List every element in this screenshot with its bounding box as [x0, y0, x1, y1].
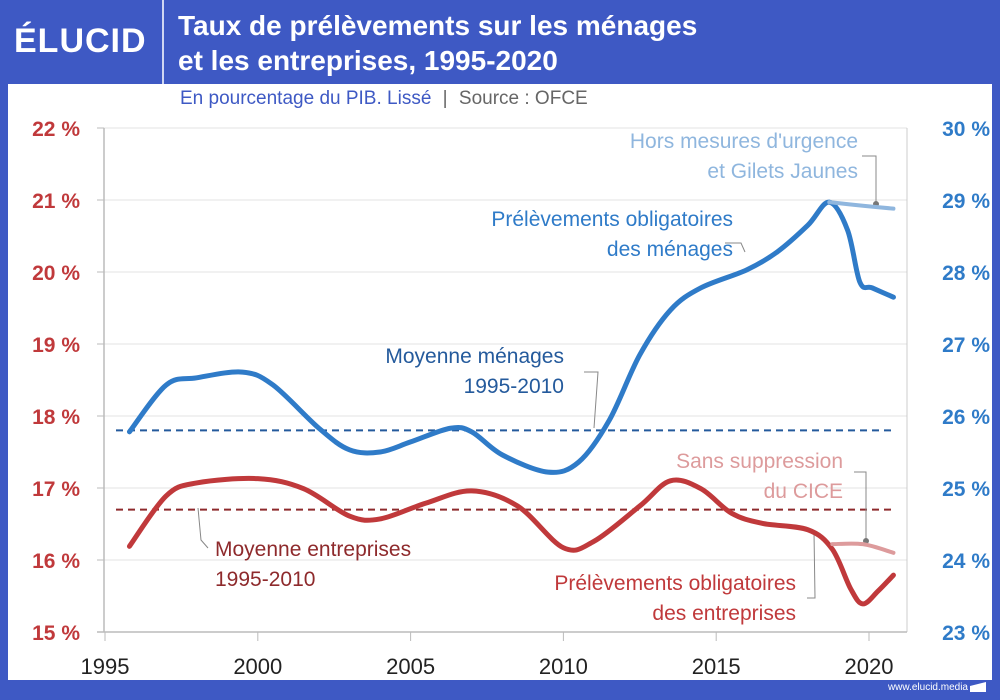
right-tick-label: 27 % — [942, 334, 990, 357]
left-tick-label: 15 % — [32, 622, 80, 645]
axes — [97, 128, 908, 633]
right-tick-label: 25 % — [942, 478, 990, 501]
left-tick-label: 20 % — [32, 262, 80, 285]
left-tick-label: 21 % — [32, 190, 80, 213]
left-tick-label: 22 % — [32, 118, 80, 141]
elucid-flag-icon — [970, 682, 986, 692]
annotation-poe: des entreprises — [652, 602, 796, 625]
left-tick-label: 17 % — [32, 478, 80, 501]
subtitle-text: En pourcentage du PIB. Lissé — [180, 88, 432, 109]
annotation-leader-line — [854, 471, 867, 541]
x-tick-label: 1995 — [81, 654, 130, 679]
source-text: Source : OFCE — [458, 88, 588, 109]
annotation-hors: Hors mesures d'urgence — [630, 130, 858, 153]
x-tick-label: 2020 — [845, 654, 894, 679]
annotation-leaders — [197, 155, 879, 599]
annotation-leader-line — [807, 531, 816, 599]
annotation-leader-line — [584, 371, 599, 429]
series-line — [827, 200, 896, 211]
right-tick-label: 29 % — [942, 190, 990, 213]
x-tick-label: 2000 — [233, 654, 282, 679]
footer-url[interactable]: www.elucid.media — [887, 682, 968, 693]
header — [0, 0, 1000, 86]
chart-subtitle: En pourcentage du PIB. Lissé | Source : … — [180, 88, 588, 110]
right-axis-ticks: 30 % 29 % 28 % 27 % 26 % 25 % 24 % 23 % — [942, 118, 990, 645]
annotation-leader-line — [862, 155, 877, 203]
x-axis-ticks: 1995 2000 2005 2010 2015 2020 — [81, 632, 894, 679]
title-line-1: Taux de prélèvements sur les ménages — [178, 10, 698, 41]
series-line — [830, 541, 896, 555]
chart-title: Taux de prélèvements sur les ménages et … — [178, 8, 697, 78]
right-tick-label: 24 % — [942, 550, 990, 573]
series-lines — [126, 199, 896, 607]
left-tick-label: 18 % — [32, 406, 80, 429]
left-tick-label: 19 % — [32, 334, 80, 357]
title-line-2: et les entreprises, 1995-2020 — [178, 45, 558, 76]
annotation-pom: Prélèvements obligatoires — [491, 208, 733, 231]
subtitle-separator: | — [442, 88, 448, 109]
x-tick-label: 2015 — [692, 654, 741, 679]
right-tick-label: 30 % — [942, 118, 990, 141]
annotation-moye: Moyenne entreprises — [215, 538, 411, 561]
annotation-hors: et Gilets Jaunes — [707, 160, 858, 183]
annotation-pom: des ménages — [607, 238, 733, 261]
annotations: Hors mesures d'urgence et Gilets Jaunes Pr… — [215, 130, 858, 625]
annotation-leader-line — [725, 242, 746, 253]
right-tick-label: 26 % — [942, 406, 990, 429]
right-tick-label: 28 % — [942, 262, 990, 285]
annotation-moym: 1995-2010 — [464, 375, 564, 398]
series-line — [126, 199, 896, 475]
right-tick-label: 23 % — [942, 622, 990, 645]
left-tick-label: 16 % — [32, 550, 80, 573]
series-line — [126, 475, 896, 607]
annotation-poe: Prélèvements obligatoires — [554, 572, 796, 595]
left-axis-ticks: 22 % 21 % 20 % 19 % 18 % 17 % 16 % 15 % — [32, 118, 80, 645]
annotation-sans: Sans suppression — [676, 450, 843, 473]
elucid-logo: ÉLUCID — [14, 22, 147, 60]
annotation-sans: du CICE — [764, 480, 843, 503]
header-divider — [162, 0, 164, 84]
average-lines — [116, 429, 892, 511]
annotation-moym: Moyenne ménages — [385, 345, 564, 368]
annotation-leader-line — [197, 507, 209, 549]
annotation-moye: 1995-2010 — [215, 568, 315, 591]
x-tick-label: 2005 — [386, 654, 435, 679]
x-tick-label: 2010 — [539, 654, 588, 679]
